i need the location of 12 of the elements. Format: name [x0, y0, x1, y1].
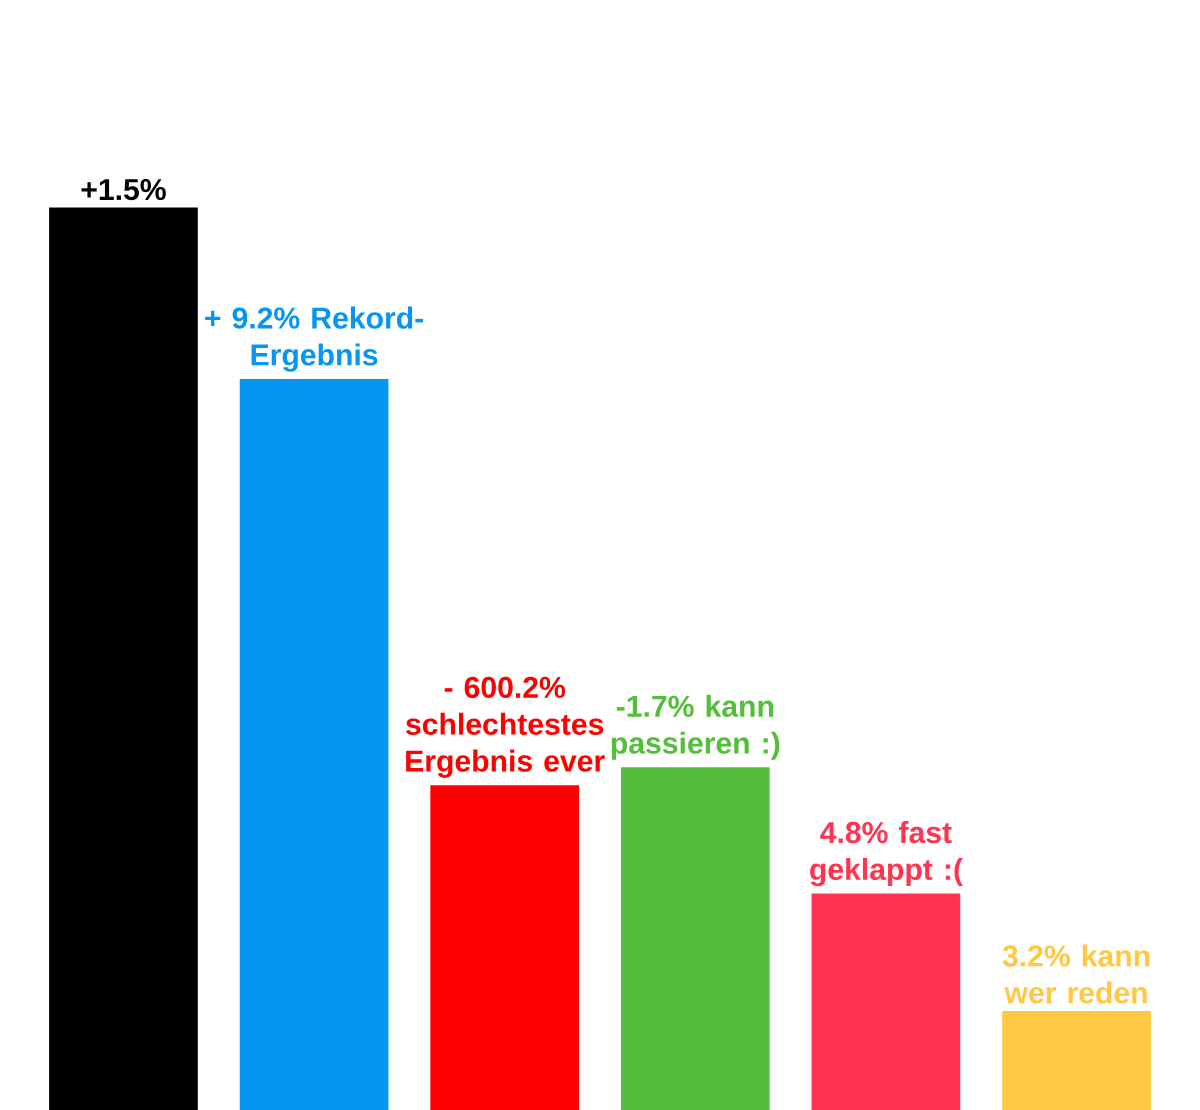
bar — [49, 207, 198, 1110]
annotation: 4.8% fast geklappt :( — [810, 821, 963, 887]
bar — [430, 785, 580, 1110]
bar — [1002, 1010, 1151, 1110]
text: +1.5% — [81, 178, 166, 201]
bar — [620, 767, 770, 1110]
annotation: -1.7% kann passieren :) — [611, 694, 780, 760]
bar — [239, 378, 389, 1110]
bar — [811, 893, 961, 1110]
annotation: + 9.2% Rekord-Ergebnis — [205, 306, 423, 372]
annotation: 3.2% kann wer reden — [1002, 944, 1150, 1004]
annotation: - 600.2% schlechtestes Ergebnis ever — [406, 676, 605, 778]
